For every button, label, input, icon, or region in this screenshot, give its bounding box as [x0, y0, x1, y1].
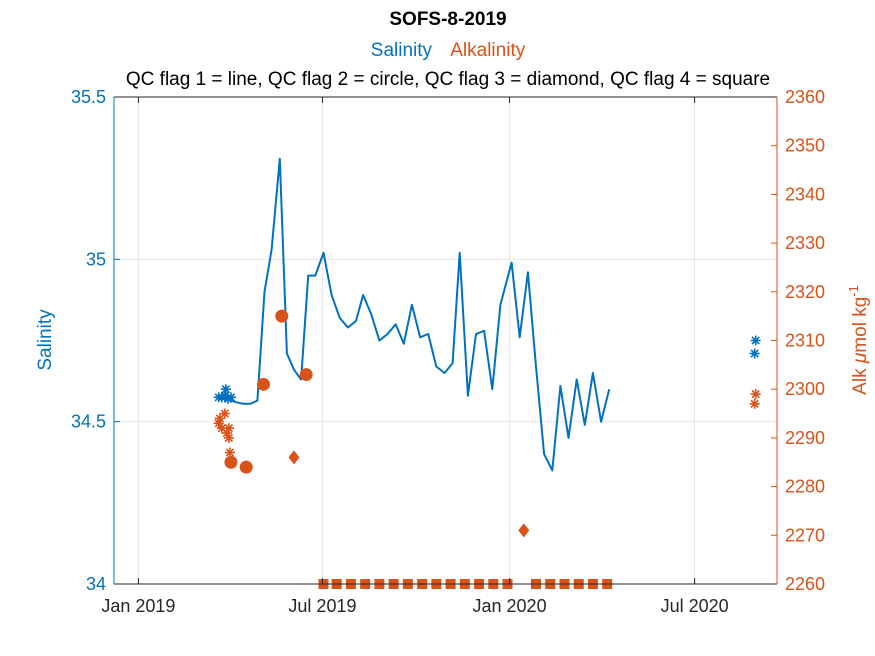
salinity-asterisk-marker [749, 348, 760, 359]
x-tick-label: Jul 2020 [661, 596, 729, 616]
alkalinity-asterisk-marker [214, 413, 225, 424]
y-axis-right-label-mu: μ [850, 352, 871, 364]
alkalinity-asterisk-marker [223, 423, 234, 434]
alkalinity-circle-marker [224, 455, 238, 469]
grid-layer [114, 96, 777, 585]
alkalinity-asterisk-marker [223, 432, 234, 443]
alkalinity-asterisk-marker [749, 398, 760, 409]
salinity-asterisk-marker [225, 392, 236, 403]
y-right-tick-label: 2350 [785, 136, 825, 156]
y-axis-right-label-exponent: -1 [846, 285, 861, 297]
y-right-tick-label: 2270 [785, 525, 825, 545]
x-tick-label: Jan 2020 [473, 596, 547, 616]
y-left-tick-label: 34 [86, 574, 106, 594]
y-right-tick-label: 2340 [785, 184, 825, 204]
y-right-tick-label: 2260 [785, 574, 825, 594]
axes-layer: Jan 2019 Jul 2019 Jan 2020 Jul 2020 34 34.5 35… [71, 87, 825, 616]
salinity-asterisk-marker [220, 384, 231, 395]
x-tick-label: Jul 2019 [288, 596, 356, 616]
legend: Salinity Alkalinity [371, 40, 526, 61]
salinity-asterisk-marker [750, 335, 761, 346]
salinity-series-line [220, 157, 611, 472]
y-right-tick-label: 2310 [785, 331, 825, 351]
alkalinity-circle-marker [239, 460, 253, 474]
y-right-tick-label: 2290 [785, 428, 825, 448]
chart-title: SOFS-8-2019 [389, 9, 506, 30]
y-left-tick-label: 34.5 [71, 412, 106, 432]
alkalinity-diamond-marker [288, 450, 300, 465]
alkalinity-diamond-marker [518, 523, 530, 538]
y-axis-right-label-unit: mol kg [850, 297, 871, 353]
chart-subtitle: QC flag 1 = line, QC flag 2 = circle, QC… [126, 69, 770, 90]
y-axis-left-label: Salinity [35, 309, 56, 371]
y-right-tick-label: 2360 [785, 87, 825, 107]
y-right-tick-label: 2330 [785, 233, 825, 253]
y-right-tick-label: 2280 [785, 477, 825, 497]
legend-entry-salinity: Salinity [371, 40, 433, 61]
alkalinity-asterisk-marker [219, 408, 230, 419]
alkalinity-circle-marker [256, 377, 270, 391]
plot-area [114, 97, 777, 584]
y-left-tick-label: 35.5 [71, 87, 106, 107]
y-axis-right-label: Alk μmol kg-1 [846, 285, 871, 395]
alkalinity-asterisk-marker [750, 389, 761, 400]
y-left-tick-label: 35 [86, 249, 106, 269]
y-axis-right-label-main: Alk [850, 363, 871, 395]
y-right-tick-label: 2300 [785, 379, 825, 399]
y-right-tick-label: 2320 [785, 282, 825, 302]
alkalinity-circle-marker [275, 309, 289, 323]
legend-entry-alkalinity: Alkalinity [450, 40, 525, 61]
alkalinity-circle-marker [299, 368, 313, 382]
x-tick-label: Jan 2019 [101, 596, 175, 616]
